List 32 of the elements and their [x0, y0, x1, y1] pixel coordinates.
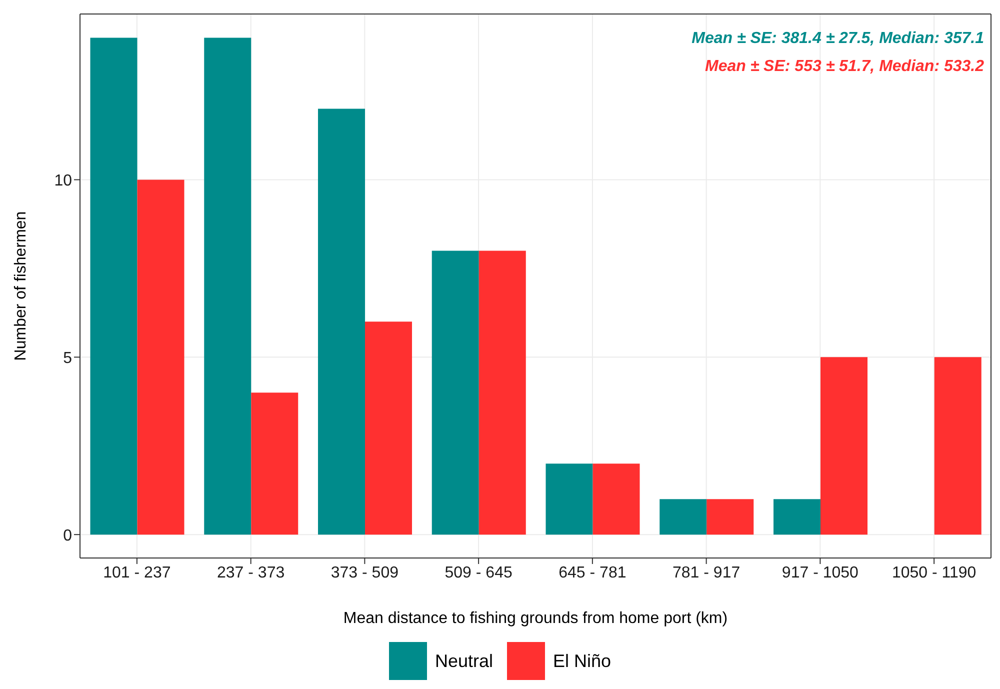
- bar: [820, 357, 868, 535]
- bar: [204, 38, 252, 535]
- bar: [365, 322, 412, 535]
- legend-label: Neutral: [434, 650, 493, 672]
- bar: [90, 38, 138, 535]
- x-tick-label: 645 - 781: [558, 564, 626, 582]
- bar: [774, 499, 820, 535]
- x-tick-label: 237 - 373: [217, 564, 285, 582]
- bar: [592, 464, 640, 535]
- bar: [934, 357, 982, 535]
- x-axis-title: Mean distance to fishing grounds from home port (km): [343, 610, 728, 627]
- y-tick-label: 5: [63, 350, 72, 367]
- x-tick-label: 101 - 237: [103, 564, 171, 582]
- bar: [660, 499, 707, 535]
- annotation: Mean ± SE: 553 ± 51.7, Median: 533.2: [704, 58, 984, 76]
- bar: [432, 250, 479, 535]
- x-tick-label: 917 - 1050: [782, 564, 859, 582]
- x-tick-label: 509 - 645: [444, 564, 512, 582]
- y-axis-title: Number of fishermen: [12, 211, 30, 361]
- legend-label: El Niño: [553, 650, 612, 672]
- bar: [318, 108, 365, 535]
- bar: [706, 499, 754, 535]
- x-tick-label: 781 - 917: [672, 564, 740, 582]
- bar: [251, 392, 298, 535]
- x-tick-label: 1050 - 1190: [892, 564, 976, 582]
- y-tick-label: 10: [54, 172, 72, 190]
- bar: [546, 464, 593, 535]
- bar: [478, 250, 526, 535]
- x-tick-label: 373 - 509: [330, 564, 399, 582]
- y-tick-label: 0: [63, 527, 72, 544]
- annotation: Mean ± SE: 381.4 ± 27.5, Median: 357.1: [692, 30, 984, 48]
- bar: [137, 180, 184, 535]
